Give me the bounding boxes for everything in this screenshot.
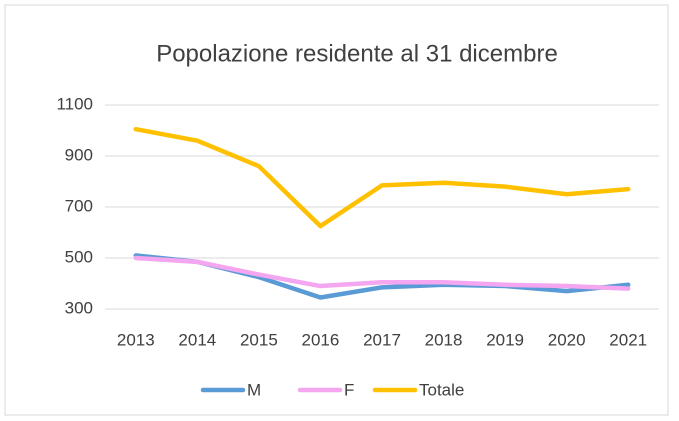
chart-title: Popolazione residente al 31 dicembre <box>156 40 558 67</box>
series-line <box>133 255 631 291</box>
legend-label: Totale <box>419 380 464 399</box>
x-tick-label: 2020 <box>548 330 586 349</box>
y-tick-label: 1100 <box>56 94 93 113</box>
x-tick-label: 2018 <box>425 330 463 349</box>
y-tick-label: 500 <box>65 247 93 266</box>
x-tick-label: 2013 <box>117 330 155 349</box>
x-tick-label: 2017 <box>363 330 401 349</box>
x-tick-label: 2021 <box>609 330 647 349</box>
legend-label: F <box>344 380 354 399</box>
y-tick-label: 300 <box>65 298 93 317</box>
x-tick-label: 2019 <box>486 330 524 349</box>
x-tick-label: 2014 <box>178 330 216 349</box>
chart-frame <box>4 4 669 416</box>
y-tick-label: 900 <box>65 145 93 164</box>
x-tick-label: 2016 <box>302 330 340 349</box>
x-tick-label: 2015 <box>240 330 278 349</box>
legend-label: M <box>247 380 261 399</box>
series-line <box>133 126 631 229</box>
y-tick-label: 700 <box>65 196 93 215</box>
